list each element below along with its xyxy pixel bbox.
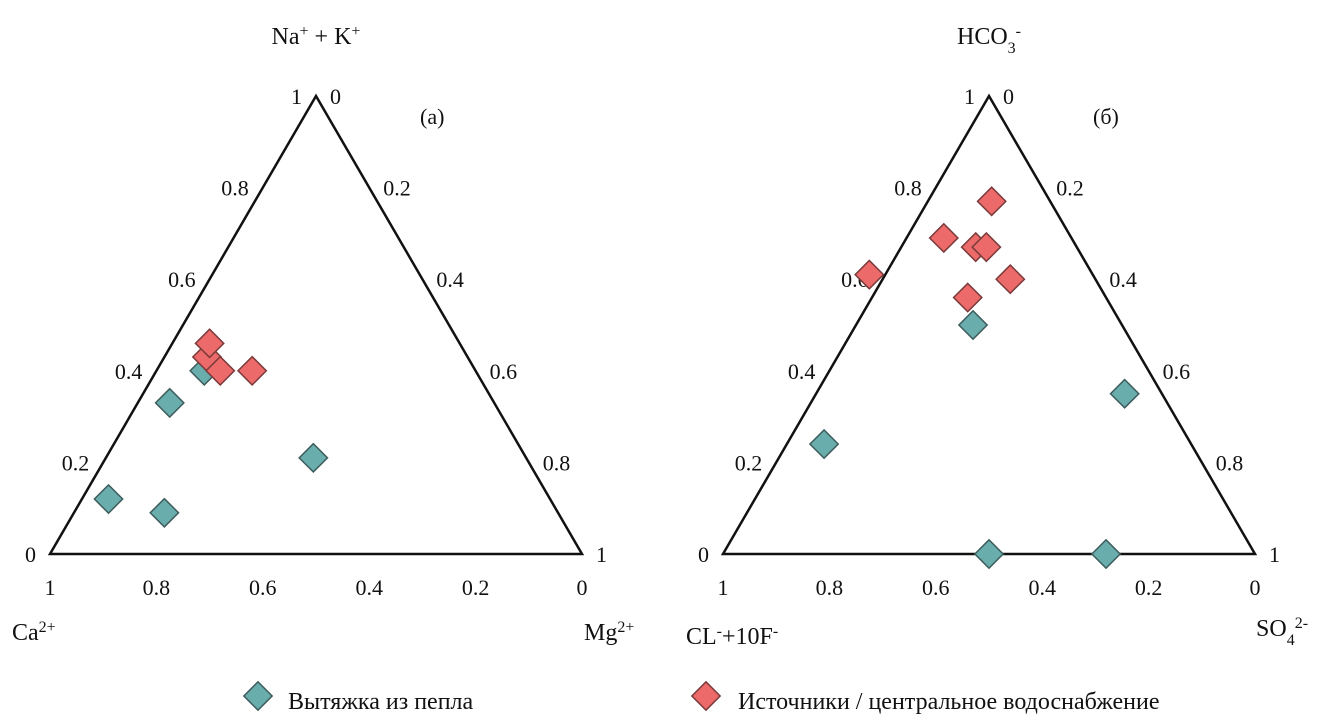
data-point-springs — [236, 355, 268, 387]
left-edge-tick: 0.4 — [788, 359, 816, 384]
bottom-edge-tick: 0.4 — [1028, 575, 1056, 600]
left-edge-tick: 0.6 — [168, 267, 196, 292]
ternary-panel-a: (a) 1 0.8 0.6 0.4 0.2 0 0 0.2 0.4 0.6 0.8 1 1 0.8 0.6 0.… — [12, 23, 634, 647]
apex-label-top: HCO3- — [957, 23, 1021, 57]
bottom-edge-tick: 0.8 — [143, 575, 171, 600]
data-point-ash — [973, 538, 1005, 570]
apex-label-right: Mg2+ — [584, 619, 634, 647]
right-edge-tick: 0 — [1003, 84, 1014, 109]
left-edge-tick: 0 — [25, 542, 36, 567]
data-point-ash — [808, 428, 840, 460]
right-edge-tick: 0 — [330, 84, 341, 109]
data-point-springs — [928, 222, 959, 254]
data-point-ash — [93, 483, 124, 515]
left-edge-tick: 0.2 — [62, 450, 90, 475]
right-edge-tick: 0.4 — [436, 267, 464, 292]
right-edge-tick: 0.2 — [1056, 176, 1084, 201]
data-point-ash — [1090, 538, 1122, 570]
right-edge-tick: 0.8 — [543, 450, 571, 475]
left-edge-tick: 1 — [291, 84, 302, 109]
left-edge-tick: 0.2 — [735, 450, 763, 475]
legend-marker-springs — [690, 680, 722, 712]
legend-label-springs: Источники / центральное водоснабжение — [738, 689, 1159, 715]
right-edge-tick: 0.8 — [1216, 450, 1244, 475]
bottom-edge-tick: 0.2 — [462, 575, 490, 600]
left-edge-tick: 0 — [698, 542, 709, 567]
data-point-ash — [957, 309, 989, 341]
right-edge-tick: 0.2 — [383, 176, 411, 201]
right-edge-tick: 0.6 — [1163, 359, 1191, 384]
data-point-springs — [995, 263, 1026, 295]
data-point-ash — [298, 442, 329, 474]
data-point-springs — [194, 328, 225, 359]
bottom-edge-tick: 0.4 — [355, 575, 383, 600]
bottom-edge-tick: 0 — [1250, 575, 1261, 600]
apex-label-left: CL-+10F- — [686, 623, 778, 651]
data-point-springs — [971, 231, 1002, 263]
legend-item-ash: Вытяжка из пепла — [242, 680, 474, 715]
legend: Вытяжка из пепла Источники / центральное… — [242, 680, 1159, 715]
legend-label-ash: Вытяжка из пепла — [288, 689, 474, 715]
data-point-ash — [1109, 378, 1140, 409]
left-edge-tick: 0.8 — [894, 176, 922, 201]
right-edge-tick: 1 — [596, 542, 607, 567]
panel-label: (б) — [1093, 104, 1119, 129]
bottom-edge-tick: 0 — [577, 575, 588, 600]
apex-label-right: SO42- — [1256, 615, 1308, 649]
bottom-edge-tick: 0.6 — [249, 575, 277, 600]
left-edge-tick: 1 — [964, 84, 975, 109]
left-edge-tick: 0.4 — [115, 359, 143, 384]
data-point-springs — [976, 186, 1007, 217]
apex-label-top: Na+ + K+ — [272, 23, 361, 51]
left-edge-tick: 0.8 — [221, 176, 249, 201]
apex-label-left: Ca2+ — [12, 619, 56, 647]
right-edge-tick: 0.6 — [490, 359, 517, 384]
data-point-ash — [154, 387, 185, 419]
data-point-springs — [205, 355, 236, 387]
right-edge-tick: 0.4 — [1109, 267, 1137, 292]
bottom-edge-tick: 0.2 — [1135, 575, 1163, 600]
bottom-edge-tick: 0.6 — [922, 575, 950, 600]
data-point-springs — [952, 282, 983, 313]
legend-marker-ash — [242, 680, 274, 712]
legend-item-springs: Источники / центральное водоснабжение — [690, 680, 1159, 715]
data-point-springs — [854, 259, 885, 290]
data-point-ash — [149, 497, 180, 528]
right-edge-tick: 1 — [1269, 542, 1280, 567]
ternary-triangle — [720, 93, 1258, 556]
bottom-edge-tick: 1 — [45, 575, 56, 600]
ternary-triangle — [47, 93, 585, 556]
bottom-edge-tick: 1 — [718, 575, 729, 600]
bottom-edge-tick: 0.8 — [816, 575, 844, 600]
panel-label: (a) — [420, 104, 444, 129]
